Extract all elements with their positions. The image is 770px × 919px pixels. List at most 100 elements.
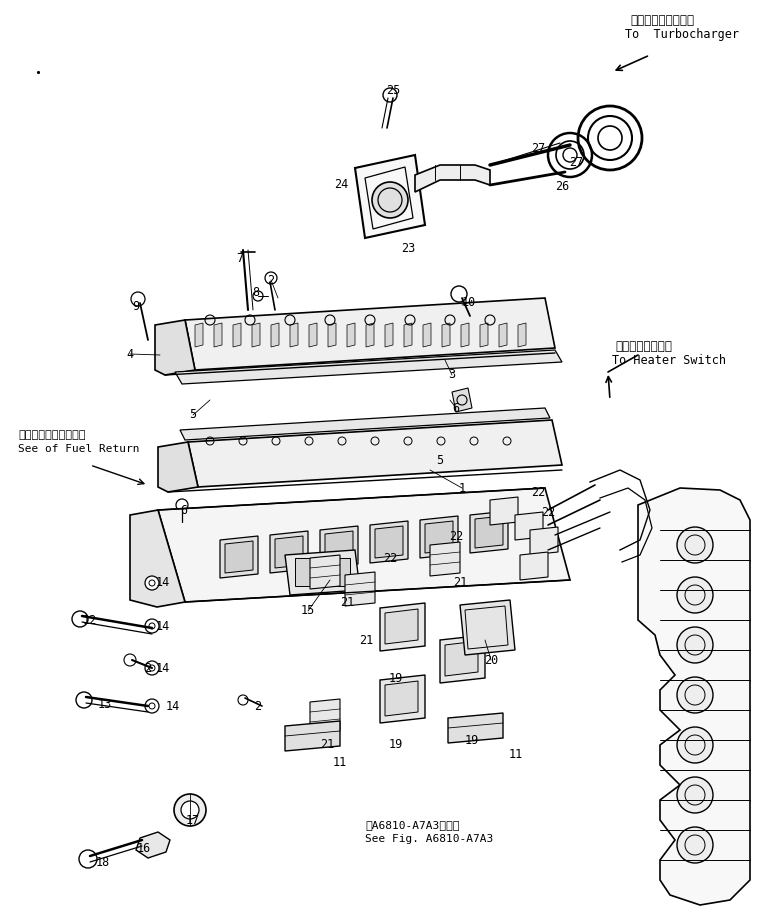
Circle shape	[677, 527, 713, 563]
Circle shape	[145, 619, 159, 633]
Circle shape	[677, 827, 713, 863]
Text: 18: 18	[96, 856, 110, 868]
Text: 5: 5	[189, 409, 196, 422]
Text: 17: 17	[186, 813, 200, 826]
Text: See Fig. A6810-A7A3: See Fig. A6810-A7A3	[365, 834, 494, 844]
Polygon shape	[404, 323, 412, 347]
Text: 22: 22	[541, 505, 555, 518]
Text: 14: 14	[156, 662, 170, 675]
Polygon shape	[452, 388, 472, 412]
Polygon shape	[270, 531, 308, 573]
Polygon shape	[225, 541, 253, 573]
Polygon shape	[475, 516, 503, 548]
Text: 14: 14	[156, 619, 170, 632]
Polygon shape	[310, 699, 340, 733]
Text: 26: 26	[555, 179, 569, 192]
Circle shape	[145, 699, 159, 713]
Polygon shape	[233, 323, 241, 347]
Text: 8: 8	[253, 287, 259, 300]
Polygon shape	[460, 600, 515, 655]
Polygon shape	[188, 420, 562, 487]
Polygon shape	[347, 323, 355, 347]
Text: See of Fuel Return: See of Fuel Return	[18, 444, 139, 454]
Polygon shape	[290, 323, 298, 347]
Polygon shape	[370, 521, 408, 563]
Text: 19: 19	[389, 738, 403, 751]
Polygon shape	[175, 350, 562, 384]
Circle shape	[265, 272, 277, 284]
Polygon shape	[180, 408, 550, 440]
Circle shape	[149, 580, 155, 586]
Text: 23: 23	[401, 242, 415, 255]
Text: 21: 21	[359, 633, 373, 646]
Text: 3: 3	[448, 369, 456, 381]
Text: 27: 27	[531, 142, 545, 154]
Text: 24: 24	[334, 177, 348, 190]
Polygon shape	[155, 320, 195, 375]
Text: 27: 27	[569, 155, 583, 168]
Polygon shape	[325, 531, 353, 563]
Text: 16: 16	[137, 842, 151, 855]
Circle shape	[149, 623, 155, 629]
Text: フェエルリターン参照: フェエルリターン参照	[18, 430, 85, 440]
Text: 11: 11	[333, 755, 347, 768]
Circle shape	[677, 577, 713, 613]
Polygon shape	[442, 323, 450, 347]
Polygon shape	[490, 497, 518, 525]
Text: 6: 6	[180, 504, 188, 516]
Polygon shape	[310, 555, 340, 589]
Circle shape	[677, 777, 713, 813]
Polygon shape	[448, 713, 503, 743]
Circle shape	[677, 627, 713, 663]
Circle shape	[677, 677, 713, 713]
Circle shape	[238, 695, 248, 705]
Polygon shape	[415, 165, 490, 192]
Polygon shape	[375, 526, 403, 558]
Text: 2: 2	[267, 274, 275, 287]
Text: 10: 10	[462, 296, 476, 309]
Polygon shape	[309, 323, 317, 347]
Text: 21: 21	[453, 575, 467, 588]
Polygon shape	[638, 488, 750, 905]
Circle shape	[181, 801, 199, 819]
Text: 1: 1	[458, 482, 466, 494]
Text: 5: 5	[437, 453, 444, 467]
Polygon shape	[136, 832, 170, 858]
Polygon shape	[320, 526, 358, 568]
Polygon shape	[440, 635, 485, 683]
Text: To Heater Switch: To Heater Switch	[612, 354, 726, 367]
Text: 14: 14	[166, 699, 180, 712]
Circle shape	[72, 611, 88, 627]
Text: 2: 2	[145, 662, 152, 675]
Polygon shape	[385, 681, 418, 716]
Text: 11: 11	[509, 747, 523, 761]
Polygon shape	[345, 572, 375, 606]
Text: 21: 21	[320, 738, 334, 751]
Polygon shape	[185, 298, 555, 370]
Text: To  Turbocharger: To Turbocharger	[625, 28, 739, 41]
Polygon shape	[220, 536, 258, 578]
Polygon shape	[520, 552, 548, 580]
Circle shape	[383, 88, 397, 102]
Polygon shape	[515, 512, 543, 540]
Text: 4: 4	[126, 347, 133, 360]
Polygon shape	[430, 542, 460, 576]
Text: 14: 14	[156, 576, 170, 589]
Polygon shape	[355, 155, 425, 238]
Polygon shape	[423, 323, 431, 347]
Circle shape	[145, 661, 159, 675]
Text: ヒータスイッチへ: ヒータスイッチへ	[615, 340, 672, 353]
Polygon shape	[380, 675, 425, 723]
Bar	[295, 558, 350, 586]
Circle shape	[451, 286, 467, 302]
Text: 6: 6	[453, 402, 460, 414]
Polygon shape	[385, 323, 393, 347]
Circle shape	[677, 727, 713, 763]
Circle shape	[149, 703, 155, 709]
Text: 19: 19	[389, 672, 403, 685]
Polygon shape	[530, 527, 558, 555]
Polygon shape	[499, 323, 507, 347]
Text: 19: 19	[465, 733, 479, 746]
Text: 15: 15	[301, 605, 315, 618]
Polygon shape	[195, 323, 203, 347]
